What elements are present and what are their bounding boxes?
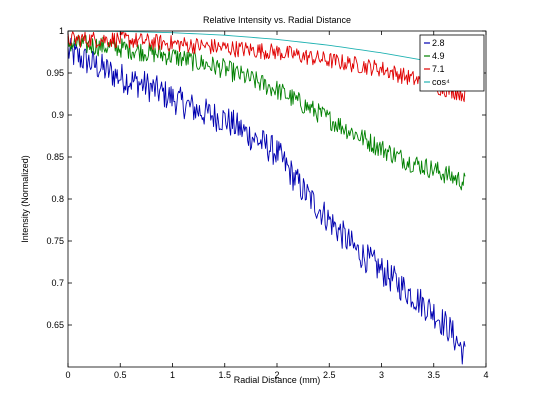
series-line-4: [67, 30, 466, 69]
series-line-1: [67, 37, 466, 365]
legend-label-3: 7.1: [432, 64, 445, 74]
y-tick-label: 0.8: [51, 194, 64, 204]
legend: 2.8 4.9 7.1 cos⁴: [419, 34, 485, 92]
x-axis-label: Radial Distance (mm): [234, 375, 321, 385]
series-line-2: [67, 34, 466, 191]
y-tick-label: 0.95: [46, 68, 64, 78]
legend-label-4: cos⁴: [432, 77, 450, 87]
y-tick-label: 0.7: [51, 278, 64, 288]
x-tick-label: 2: [274, 370, 279, 380]
y-tick-label: 0.9: [51, 110, 64, 120]
x-tick-label: 0: [65, 370, 70, 380]
y-tick-label: 0.85: [46, 152, 64, 162]
legend-box: [419, 34, 485, 92]
chart-title: Relative Intensity vs. Radial Distance: [203, 15, 351, 25]
x-tick-label: 0.5: [114, 370, 127, 380]
y-tick-label: 0.65: [46, 320, 64, 330]
x-tick-label: 4: [483, 370, 488, 380]
series-layer: [67, 30, 466, 365]
x-tick-label: 2.5: [323, 370, 336, 380]
x-tick-label: 3: [379, 370, 384, 380]
legend-label-1: 2.8: [432, 38, 445, 48]
series-line-3: [67, 30, 466, 103]
x-tick-label: 1.5: [218, 370, 231, 380]
ticks-layer: 0 0.5 1 1.5 2 2.5 3 3.5 4 0.65 0.7 0.75 0.8 0.85 0.9 0.…: [46, 26, 488, 380]
legend-label-2: 4.9: [432, 51, 445, 61]
y-axis-label: Intensity (Normalized): [20, 155, 30, 243]
y-tick-label: 1: [59, 26, 64, 36]
y-tick-label: 0.75: [46, 236, 64, 246]
x-tick-label: 1: [170, 370, 175, 380]
x-tick-label: 3.5: [427, 370, 440, 380]
